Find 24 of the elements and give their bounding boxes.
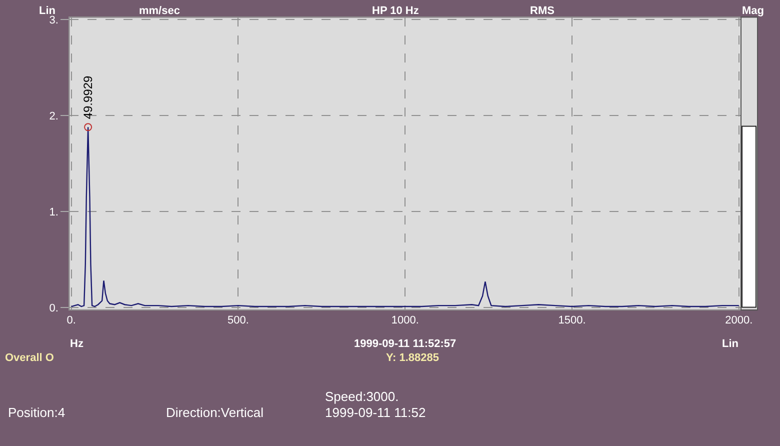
- text: Direction:Vertical: [166, 405, 264, 420]
- x-tick-label: 0.: [66, 314, 76, 327]
- chart-title: Mag: [742, 5, 764, 17]
- text: Y: 1.88285: [386, 352, 440, 364]
- y-tick-label: 2.: [49, 110, 58, 122]
- x-tick-label: 1000.: [391, 314, 419, 327]
- x-tick-label: 2000.: [725, 314, 753, 327]
- y-tick-label: 3.: [49, 14, 58, 26]
- annotation: 49.9929: [80, 75, 95, 120]
- y-tick-label: 1.: [49, 206, 58, 218]
- text: 1999-09-11 11:52:57: [354, 338, 456, 350]
- text: Lin: [39, 5, 56, 17]
- text: Lin: [722, 338, 739, 350]
- x-axis-title: Hz: [70, 338, 84, 350]
- y-axis-title: mm/sec: [139, 5, 180, 17]
- x-tick-label: 500.: [228, 314, 249, 327]
- text: Overall O: [5, 352, 54, 364]
- text: RMS: [530, 5, 554, 17]
- text: HP 10 Hz: [372, 5, 420, 17]
- x-tick-label: 1500.: [558, 314, 586, 327]
- text: 1999-09-11 11:52: [325, 405, 426, 420]
- y-tick-label: 0.: [49, 302, 58, 314]
- text: Position:4: [8, 405, 66, 420]
- text: Speed:3000.: [325, 389, 399, 404]
